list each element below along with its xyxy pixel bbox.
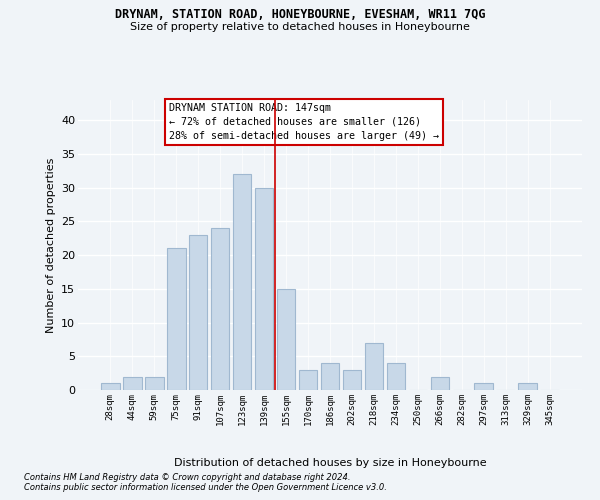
Bar xyxy=(365,343,383,390)
Text: Contains public sector information licensed under the Open Government Licence v3: Contains public sector information licen… xyxy=(24,484,387,492)
Bar xyxy=(277,289,295,390)
Bar xyxy=(299,370,317,390)
Bar xyxy=(189,235,208,390)
Bar xyxy=(431,376,449,390)
Bar xyxy=(101,384,119,390)
Bar xyxy=(123,376,142,390)
Bar xyxy=(167,248,185,390)
Text: Distribution of detached houses by size in Honeybourne: Distribution of detached houses by size … xyxy=(173,458,487,468)
Y-axis label: Number of detached properties: Number of detached properties xyxy=(46,158,56,332)
Bar xyxy=(475,384,493,390)
Bar xyxy=(320,363,340,390)
Bar xyxy=(211,228,229,390)
Bar xyxy=(386,363,405,390)
Text: Contains HM Land Registry data © Crown copyright and database right 2024.: Contains HM Land Registry data © Crown c… xyxy=(24,472,350,482)
Text: DRYNAM STATION ROAD: 147sqm
← 72% of detached houses are smaller (126)
28% of se: DRYNAM STATION ROAD: 147sqm ← 72% of det… xyxy=(169,103,439,141)
Bar xyxy=(518,384,537,390)
Bar xyxy=(255,188,274,390)
Text: Size of property relative to detached houses in Honeybourne: Size of property relative to detached ho… xyxy=(130,22,470,32)
Text: DRYNAM, STATION ROAD, HONEYBOURNE, EVESHAM, WR11 7QG: DRYNAM, STATION ROAD, HONEYBOURNE, EVESH… xyxy=(115,8,485,20)
Bar xyxy=(145,376,164,390)
Bar xyxy=(343,370,361,390)
Bar xyxy=(233,174,251,390)
